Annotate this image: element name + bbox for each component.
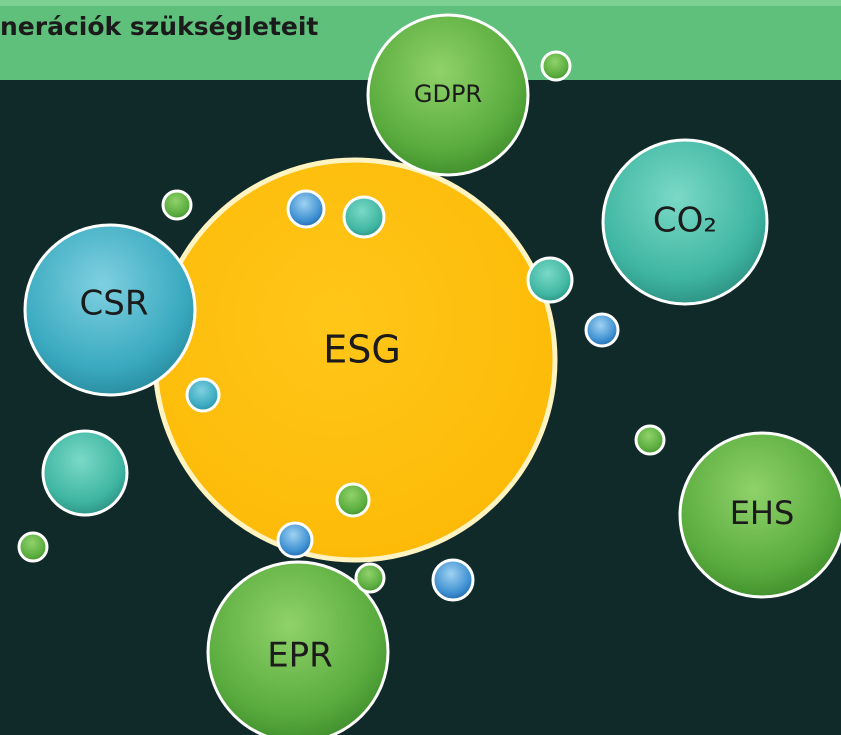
bubble <box>542 52 570 80</box>
header-band <box>0 0 841 6</box>
node-label: ESG <box>323 328 401 372</box>
header-text: nerációk szükségleteit <box>0 12 318 41</box>
bubble <box>278 523 312 557</box>
bubble <box>288 191 324 227</box>
bubble <box>19 533 47 561</box>
bubble <box>337 484 369 516</box>
bubble <box>187 379 219 411</box>
node-label: EPR <box>267 636 333 676</box>
node-label: EHS <box>730 494 795 532</box>
node-label: GDPR <box>414 80 482 108</box>
bubble <box>356 564 384 592</box>
diagram: nerációk szükségleteit ESG GDPR CO₂ CSR … <box>0 0 841 735</box>
bubble <box>43 431 127 515</box>
bubble <box>344 197 384 237</box>
page: nerációk szükségleteit ESG GDPR CO₂ CSR … <box>0 0 841 735</box>
bubbles <box>19 15 841 735</box>
bubble <box>586 314 618 346</box>
bubble <box>433 560 473 600</box>
bubble <box>528 258 572 302</box>
node-label: CO₂ <box>653 201 717 241</box>
bubble <box>163 191 191 219</box>
node-label: CSR <box>80 284 149 324</box>
bubble <box>636 426 664 454</box>
